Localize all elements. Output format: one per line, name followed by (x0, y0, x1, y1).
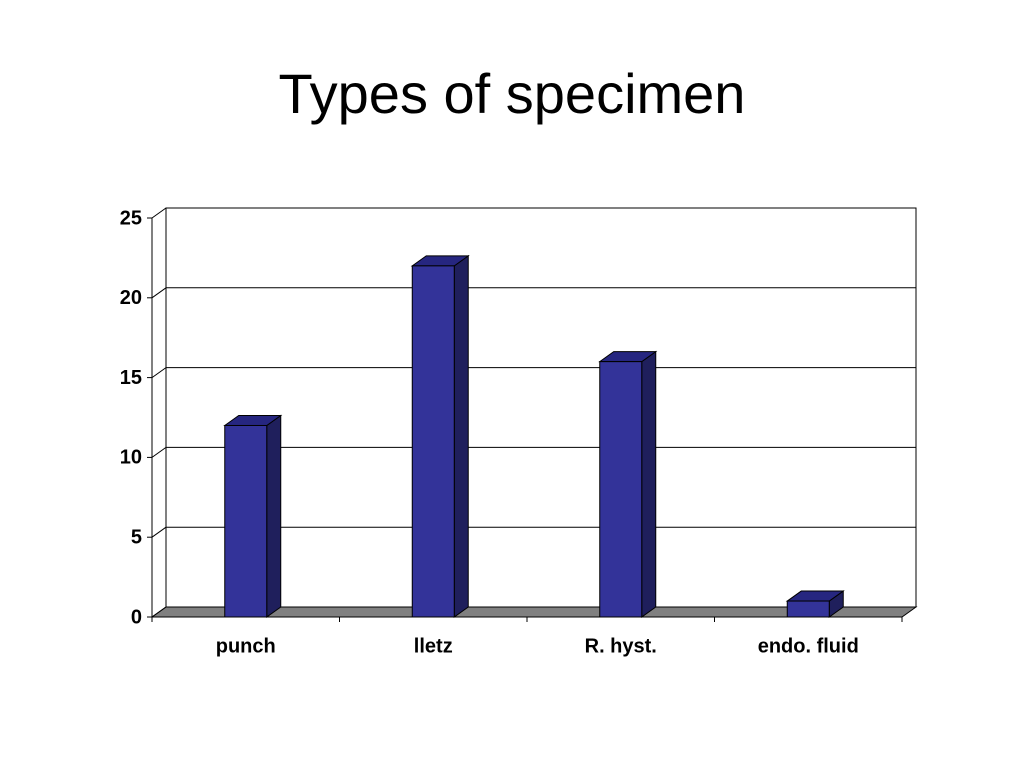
y-tick-label: 25 (120, 207, 142, 229)
x-tick-label: R. hyst. (585, 635, 657, 657)
y-tick-label: 20 (120, 287, 142, 309)
chart-title: Types of specimen (279, 62, 746, 125)
x-tick-label: lletz (414, 635, 453, 657)
y-tick-label: 5 (131, 526, 142, 548)
bar (224, 424, 268, 618)
bar-side (266, 414, 282, 618)
y-tick-label: 0 (131, 606, 142, 628)
depth-line (151, 287, 167, 299)
depth-line (151, 526, 167, 538)
bar (411, 265, 455, 618)
y-tick-label: 15 (120, 367, 142, 389)
depth-line (151, 446, 167, 458)
y-tick-label: 10 (120, 447, 142, 469)
x-tick-label: punch (216, 635, 276, 657)
depth-line (151, 606, 167, 618)
bar (786, 600, 830, 618)
depth-line (151, 207, 167, 219)
x-tick-label: endo. fluid (758, 635, 859, 657)
bar-side (453, 254, 469, 618)
plot-back-wall (165, 207, 917, 608)
bar (599, 361, 643, 618)
bar-side (641, 350, 657, 618)
depth-line (151, 367, 167, 379)
